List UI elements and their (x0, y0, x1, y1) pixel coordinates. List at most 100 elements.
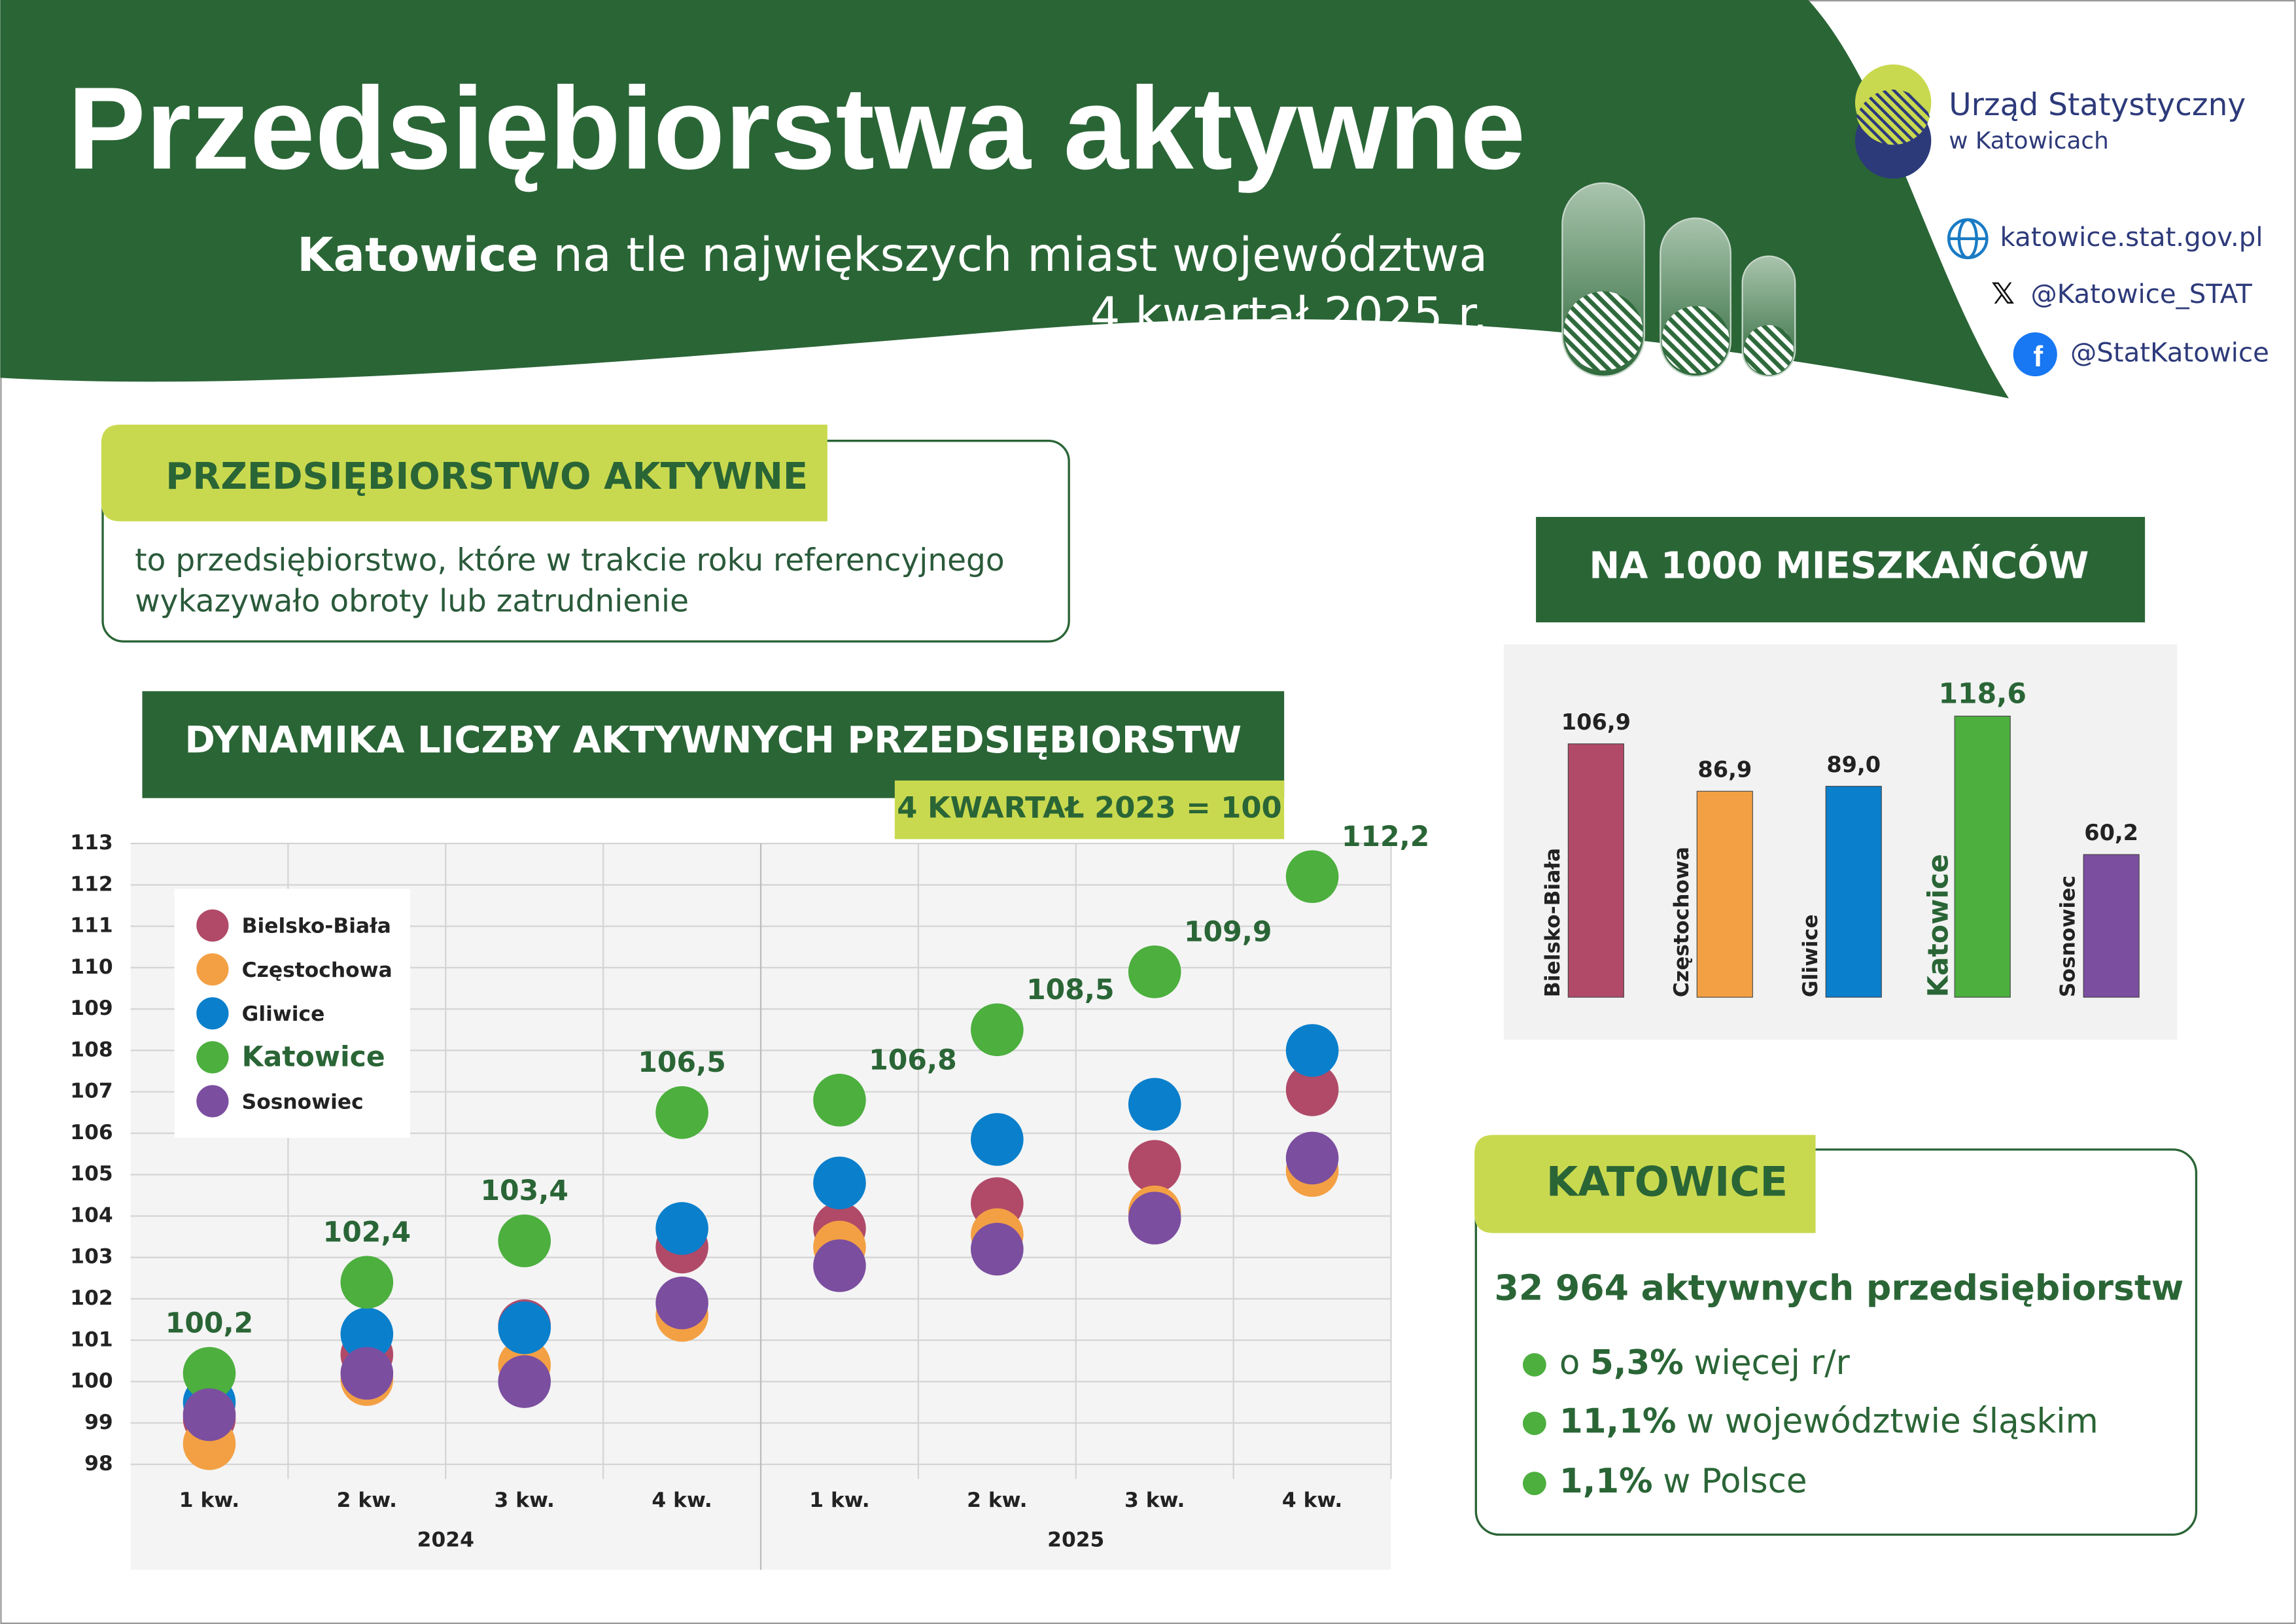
x-tick-label: 4 kw. (1282, 1489, 1342, 1512)
decoration (1561, 182, 1796, 378)
category-label: Bielsko-Biała (1541, 848, 1565, 997)
bar (2083, 854, 2140, 998)
facebook-glyph: f (2033, 340, 2043, 373)
chart-subtitle-box (894, 780, 1285, 839)
logo-line1: Urząd Statystyczny (1949, 87, 2246, 123)
x-tick-label: 1 kw. (809, 1489, 869, 1512)
y-tick-label: 113 (70, 831, 113, 855)
y-tick-label: 109 (70, 997, 113, 1020)
y-tick-label: 98 (84, 1452, 113, 1475)
summary-title: KATOWICE (1546, 1158, 1788, 1206)
legend-marker (196, 909, 229, 942)
subtitle-city: Katowice (297, 227, 538, 281)
bar-chart-title: NA 1000 MIESZKAŃCÓW (1589, 544, 2089, 587)
x-tick-label: 1 kw. (179, 1489, 239, 1512)
bullet-text: w Polsce (1663, 1462, 1807, 1501)
y-tick-label: 108 (70, 1038, 113, 1061)
group-label: 2025 (1047, 1528, 1104, 1551)
subtitle: Katowice na tle największych miast wojewó… (297, 227, 1487, 281)
dot (340, 1347, 394, 1400)
period: 4 kwartał 2025 r. (1090, 287, 1487, 342)
data-label: 106,9 (1561, 709, 1631, 735)
dot (655, 1277, 708, 1330)
x-tick-label: 2 kw. (337, 1489, 397, 1512)
data-label: 89,0 (1826, 752, 1881, 777)
bar (1825, 786, 1882, 998)
legend-label: Sosnowiec (242, 1090, 364, 1114)
legend-label: Gliwice (242, 1002, 325, 1026)
dot (498, 1301, 551, 1354)
x-tick-label: 3 kw. (1124, 1489, 1185, 1512)
legend-label: Bielsko-Biała (242, 915, 391, 938)
dot (1285, 1063, 1339, 1116)
legend-marker (196, 997, 229, 1030)
title: Przedsiębiorstwa aktywne (67, 63, 1525, 194)
data-label: 109,9 (1184, 917, 1272, 949)
bullet: o 5,3% więcej r/r (1559, 1343, 1851, 1383)
facebook-handle[interactable]: @StatKatowice (2070, 338, 2269, 368)
dot (655, 1202, 708, 1255)
group-label: 2024 (417, 1528, 474, 1551)
chart-title: DYNAMIKA LICZBY AKTYWNYCH PRZEDSIĘBIORST… (184, 719, 1242, 762)
bullet-dot (1522, 1411, 1546, 1436)
bullet-value: 5,3% (1590, 1343, 1684, 1383)
y-tick-label: 102 (70, 1286, 113, 1310)
dot (813, 1239, 866, 1292)
dot (1128, 1140, 1181, 1193)
data-label: 103,4 (480, 1175, 568, 1207)
category-label: Sosnowiec (2057, 875, 2080, 997)
data-label: 106,5 (638, 1047, 725, 1079)
dot (183, 1388, 236, 1441)
legend-marker (196, 1085, 229, 1118)
y-tick-label: 101 (70, 1328, 113, 1351)
y-tick-label: 99 (84, 1411, 113, 1434)
logo-line2: w Katowicach (1949, 128, 2109, 154)
dot (971, 1003, 1024, 1057)
y-tick-label: 110 (70, 955, 113, 979)
dot (813, 1074, 866, 1127)
bar (1954, 715, 2011, 998)
data-label: 118,6 (1938, 679, 2026, 711)
bullet-text: w województwie śląskim (1686, 1402, 2098, 1441)
y-tick-label: 111 (70, 914, 113, 938)
website[interactable]: katowice.stat.gov.pl (2000, 222, 2263, 253)
y-tick-label: 105 (70, 1162, 113, 1186)
y-tick-label: 100 (70, 1369, 113, 1393)
dot (1285, 1024, 1339, 1077)
data-label: 108,5 (1026, 974, 1114, 1006)
bullet: 1,1% w Polsce (1559, 1462, 1807, 1501)
definition-label (101, 425, 827, 521)
dot (813, 1156, 866, 1210)
dot (971, 1113, 1024, 1166)
legend-label: Częstochowa (242, 959, 392, 982)
definition-text: to przedsiębiorstwo, które w trakcie rok… (135, 542, 1004, 578)
dot (340, 1256, 394, 1309)
bar-chart: 106,9 Bielsko-Biała 86,9 Częstochowa 89,0 Gli… (1541, 679, 2140, 998)
x-icon: 𝕏 (1991, 276, 2015, 311)
facebook-icon (2013, 332, 2057, 377)
y-tick-label: 107 (70, 1080, 113, 1103)
x-handle[interactable]: @Katowice_STAT (2031, 279, 2253, 309)
definition-title: PRZEDSIĘBIORSTWO AKTYWNE (165, 455, 808, 498)
dot (340, 1307, 394, 1361)
subtitle-rest: na tle największych miast województwa (553, 227, 1487, 281)
bar (1696, 790, 1753, 998)
y-tick-label: 103 (70, 1245, 113, 1269)
x-tick-label: 3 kw. (495, 1489, 555, 1512)
summary-label (1474, 1135, 1816, 1233)
legend-marker (196, 1041, 229, 1074)
category-label: Gliwice (1799, 914, 1822, 997)
data-label: 112,2 (1342, 821, 1429, 853)
bullet: 11,1% w województwie śląskim (1559, 1402, 2098, 1441)
category-label: Częstochowa (1670, 847, 1694, 997)
dot (498, 1355, 551, 1408)
dot (498, 1214, 551, 1267)
definition-text: wykazywało obroty lub zatrudnienie (135, 584, 689, 620)
dot (1285, 850, 1339, 904)
bullet-dot (1522, 1352, 1546, 1377)
dot (1128, 1078, 1181, 1131)
data-label: 106,8 (869, 1045, 956, 1077)
